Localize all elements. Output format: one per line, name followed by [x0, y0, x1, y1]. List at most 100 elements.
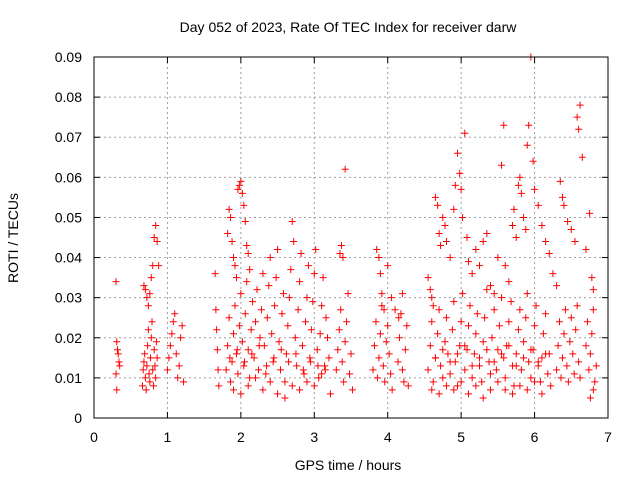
- data-point-marker: [536, 378, 544, 386]
- data-point-marker: [142, 386, 150, 394]
- data-point-marker: [149, 366, 157, 374]
- data-point-marker: [378, 290, 386, 298]
- data-point-marker: [520, 338, 528, 346]
- data-point-marker: [501, 262, 509, 270]
- data-point-marker: [326, 390, 334, 398]
- data-point-marker: [451, 181, 459, 189]
- data-point-marker: [428, 386, 436, 394]
- data-point-marker: [434, 330, 442, 338]
- data-point-marker: [532, 302, 540, 310]
- x-axis-label: GPS time / hours: [295, 457, 402, 473]
- data-point-marker: [464, 390, 472, 398]
- data-point-marker: [375, 254, 383, 262]
- data-point-marker: [244, 346, 252, 354]
- data-point-marker: [153, 238, 161, 246]
- data-point-marker: [560, 330, 568, 338]
- data-point-marker: [591, 378, 599, 386]
- data-point-marker: [112, 370, 120, 378]
- data-point-marker: [284, 322, 292, 330]
- data-point-marker: [456, 169, 464, 177]
- data-point-marker: [152, 221, 160, 229]
- data-point-marker: [576, 374, 584, 382]
- data-point-marker: [288, 217, 296, 225]
- data-point-marker: [394, 358, 402, 366]
- data-point-marker: [457, 185, 465, 193]
- data-point-marker: [479, 238, 487, 246]
- data-point-marker: [337, 242, 345, 250]
- data-point-marker: [232, 274, 240, 282]
- data-point-marker: [426, 342, 434, 350]
- data-point-marker: [241, 310, 249, 318]
- data-point-marker: [259, 270, 267, 278]
- data-point-marker: [439, 346, 447, 354]
- data-point-marker: [249, 298, 257, 306]
- data-point-marker: [335, 326, 343, 334]
- x-tick-label: 7: [604, 429, 612, 445]
- data-point-marker: [237, 290, 245, 298]
- y-tick-label: 0.03: [55, 290, 82, 306]
- data-point-marker: [146, 290, 154, 298]
- y-tick-label: 0.02: [55, 330, 82, 346]
- data-point-marker: [558, 193, 566, 201]
- data-point-marker: [272, 274, 280, 282]
- data-point-marker: [252, 374, 260, 382]
- data-point-marker: [231, 262, 239, 270]
- data-point-marker: [463, 346, 471, 354]
- data-point-marker: [570, 370, 578, 378]
- data-point-marker: [490, 358, 498, 366]
- data-point-marker: [151, 362, 159, 370]
- data-point-marker: [318, 302, 326, 310]
- x-tick-label: 2: [237, 429, 245, 445]
- y-tick-label: 0.07: [55, 129, 82, 145]
- data-point-marker: [143, 294, 151, 302]
- data-point-marker: [473, 310, 481, 318]
- data-point-marker: [376, 270, 384, 278]
- data-point-marker: [569, 350, 577, 358]
- data-point-marker: [500, 354, 508, 362]
- data-point-marker: [575, 358, 583, 366]
- data-point-marker: [483, 346, 491, 354]
- data-point-marker: [177, 334, 185, 342]
- data-point-marker: [259, 386, 267, 394]
- y-tick-label: 0.05: [55, 209, 82, 225]
- data-point-marker: [505, 318, 513, 326]
- data-point-marker: [490, 306, 498, 314]
- data-points: [112, 53, 600, 402]
- data-point-marker: [114, 350, 122, 358]
- data-point-marker: [494, 346, 502, 354]
- data-point-marker: [373, 374, 381, 382]
- data-point-marker: [339, 254, 347, 262]
- data-point-marker: [241, 358, 249, 366]
- x-tick-label: 5: [457, 429, 465, 445]
- data-point-marker: [271, 302, 279, 310]
- data-point-marker: [529, 157, 537, 165]
- data-point-marker: [578, 153, 586, 161]
- data-point-marker: [312, 246, 320, 254]
- data-point-marker: [531, 322, 539, 330]
- data-point-marker: [252, 318, 260, 326]
- data-point-marker: [155, 262, 163, 270]
- data-point-marker: [525, 358, 533, 366]
- data-point-marker: [583, 318, 591, 326]
- data-point-marker: [401, 346, 409, 354]
- data-point-marker: [554, 342, 562, 350]
- grid: [94, 57, 608, 418]
- data-point-marker: [479, 394, 487, 402]
- data-point-marker: [175, 362, 183, 370]
- data-point-marker: [514, 326, 522, 334]
- data-point-marker: [582, 342, 590, 350]
- data-point-marker: [538, 354, 546, 362]
- data-point-marker: [453, 382, 461, 390]
- data-point-marker: [525, 121, 533, 129]
- x-tick-label: 4: [384, 429, 392, 445]
- data-point-marker: [233, 346, 241, 354]
- data-point-marker: [222, 366, 230, 374]
- data-point-marker: [534, 358, 542, 366]
- data-point-marker: [586, 350, 594, 358]
- data-point-marker: [297, 250, 305, 258]
- data-point-marker: [171, 310, 179, 318]
- data-point-marker: [466, 302, 474, 310]
- data-point-marker: [441, 338, 449, 346]
- data-point-marker: [545, 250, 553, 258]
- data-point-marker: [534, 201, 542, 209]
